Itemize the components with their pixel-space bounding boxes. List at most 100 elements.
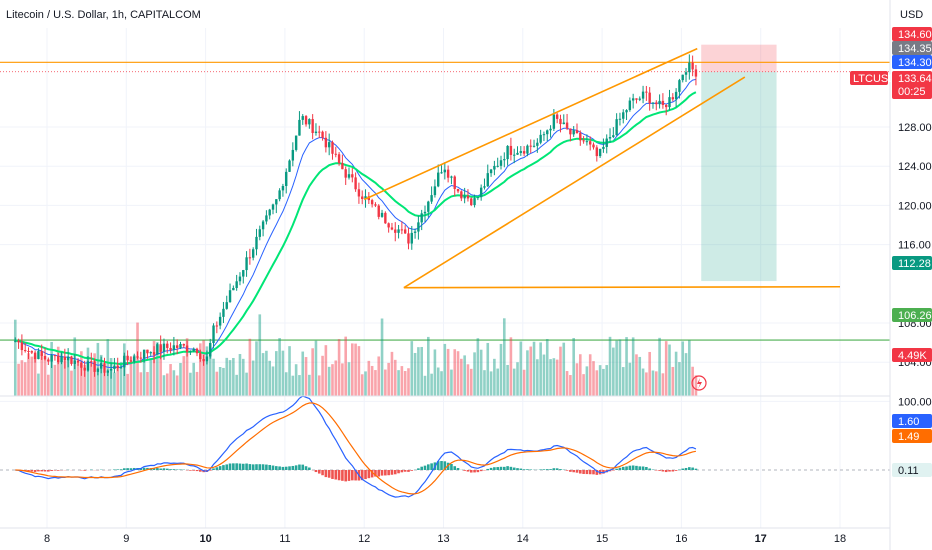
macd-hist-bar	[446, 462, 450, 470]
candle	[503, 159, 506, 161]
volume-bar	[628, 362, 632, 396]
volume-bar	[126, 373, 129, 396]
macd-hist-bar	[661, 470, 665, 472]
candle	[278, 190, 281, 200]
candle	[585, 141, 589, 143]
volume-bar	[317, 375, 321, 396]
volume-bar	[413, 352, 417, 396]
macd-hist-bar	[440, 461, 443, 470]
macd-hist-bar	[354, 470, 357, 481]
last-price-text: 133.64	[898, 73, 932, 85]
candle	[109, 369, 113, 371]
macd-hist-bar	[123, 468, 126, 470]
macd-hist-bar	[578, 470, 582, 474]
macd-hist-bar	[40, 470, 44, 472]
volume-bar	[625, 337, 628, 396]
candle	[298, 119, 301, 136]
candle	[473, 198, 476, 206]
volume-bar	[605, 365, 609, 396]
macd-hist-bar	[235, 463, 238, 470]
macd-hist-bar	[658, 470, 661, 471]
candle	[463, 195, 466, 199]
volume-bar	[621, 367, 625, 396]
volume-bar	[56, 346, 60, 396]
time-tick-label: 10	[199, 533, 211, 545]
volume-bar	[608, 336, 612, 396]
candle	[572, 130, 575, 135]
volume-bar	[678, 362, 681, 396]
volume-bar	[321, 355, 324, 396]
candle	[86, 361, 90, 371]
time-tick-label: 18	[834, 533, 846, 545]
time-tick-label: 12	[358, 533, 370, 545]
macd-hist-bar	[199, 470, 202, 472]
macd-hist-bar	[443, 461, 447, 470]
candle	[146, 349, 149, 354]
candle	[430, 195, 433, 202]
macd-hist-bar	[539, 469, 542, 470]
candle	[539, 134, 542, 143]
candle	[476, 197, 480, 199]
macd-hist-bar	[321, 470, 324, 476]
ema-price-tag	[892, 55, 932, 69]
volume-bar	[159, 345, 162, 396]
macd-hist-bar	[156, 468, 159, 470]
volume-bar	[199, 343, 202, 396]
countdown-text: 00:25	[898, 86, 926, 98]
volume-bar	[172, 370, 176, 396]
candle	[106, 370, 109, 373]
candle	[519, 151, 523, 153]
candle	[605, 138, 608, 147]
volume-bar	[582, 374, 585, 396]
macd-hist-bar	[572, 470, 575, 473]
price-tick-label: 116.00	[898, 240, 931, 252]
candle	[60, 356, 63, 363]
candle	[222, 308, 225, 317]
macd-hist-bar	[393, 470, 397, 475]
candle	[625, 110, 628, 113]
candle	[691, 62, 694, 70]
candle	[582, 140, 585, 142]
macd-hist-bar	[298, 464, 301, 470]
volume-bar	[113, 372, 116, 396]
candle	[99, 363, 103, 369]
candle	[242, 270, 245, 277]
target-tag	[892, 27, 932, 41]
candle	[555, 114, 559, 119]
macd-hist-bar	[360, 470, 364, 481]
macd-hist-bar	[218, 466, 222, 470]
candle	[288, 160, 291, 172]
macd-hist-bar	[664, 470, 668, 473]
candle	[509, 145, 513, 155]
volume-bar	[347, 362, 351, 396]
macd-hist-bar	[430, 463, 433, 470]
macd-hist-bar	[288, 466, 291, 470]
volume-bar	[53, 364, 57, 396]
volume-bar	[298, 375, 301, 396]
symbol-tag	[850, 71, 888, 85]
macd-hist-bar	[641, 466, 645, 470]
signal-value-tag-text: 1.49	[898, 431, 919, 443]
currency-label[interactable]: USD	[900, 9, 923, 21]
candle	[526, 145, 529, 154]
volume-bar	[400, 366, 404, 396]
volume-bar	[70, 370, 73, 396]
time-tick-label: 11	[279, 533, 290, 545]
macd-hist-bar	[592, 470, 595, 475]
candle	[103, 363, 106, 373]
macd-hist-bar	[179, 469, 182, 470]
macd-hist-bar	[618, 467, 622, 470]
volume-bar	[208, 344, 212, 396]
macd-hist-bar	[341, 470, 344, 481]
time-tick-label: 15	[596, 533, 608, 545]
macd-hist-bar	[347, 470, 351, 481]
candle	[209, 342, 212, 357]
candle	[575, 130, 579, 133]
volume-bar	[149, 358, 153, 396]
macd-hist-bar	[496, 467, 499, 470]
macd-hist-bar	[275, 466, 278, 470]
macd-hist-bar	[327, 470, 331, 478]
candle	[522, 151, 526, 154]
candle	[142, 349, 146, 359]
